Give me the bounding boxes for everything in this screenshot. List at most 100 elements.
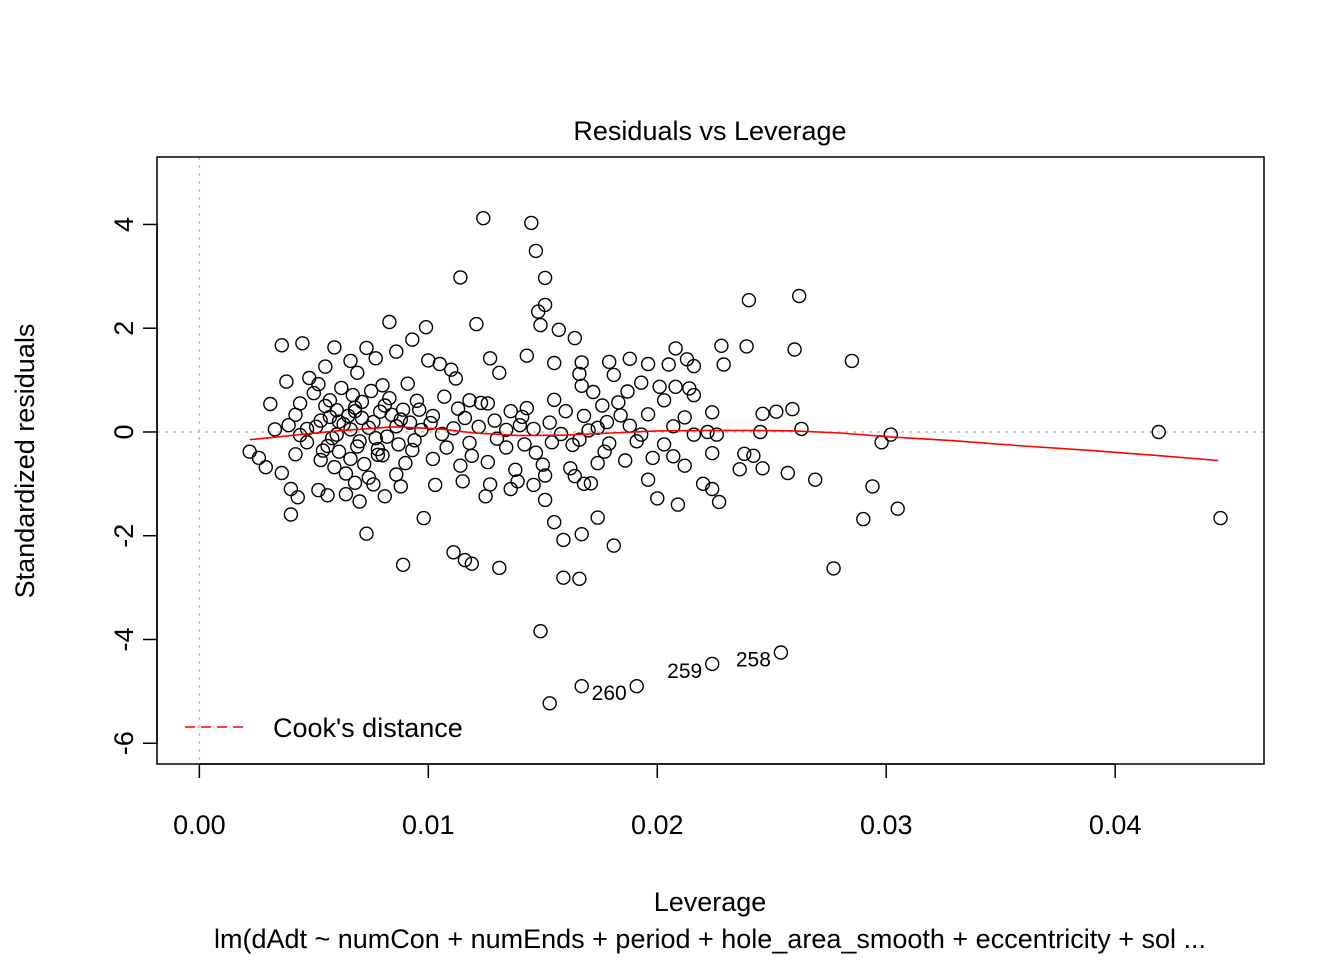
data-point: [714, 338, 729, 353]
data-point: [746, 448, 761, 463]
data-point: [890, 501, 905, 516]
data-point: [572, 571, 587, 586]
data-point: [792, 288, 807, 304]
data-point: [375, 378, 390, 393]
data-point: [613, 408, 628, 423]
data-point: [462, 393, 477, 408]
data-point: [634, 375, 649, 390]
data-point: [531, 304, 546, 319]
outlier-label-259: 259: [667, 660, 702, 683]
data-point: [597, 444, 612, 459]
data-point: [395, 402, 411, 417]
data-point: [677, 458, 692, 473]
data-point: [281, 418, 296, 433]
data-point: [737, 446, 752, 461]
data-point: [359, 526, 374, 541]
data-point: [515, 409, 530, 425]
y-tick-label: 2: [109, 321, 139, 336]
y-axis-label: Standardized residuals: [10, 324, 40, 599]
data-point: [350, 365, 365, 380]
outlier-labels: 258 259 260: [592, 649, 771, 706]
data-point: [377, 489, 392, 504]
data-point: [711, 494, 727, 510]
data-point: [439, 440, 454, 455]
data-point: [602, 436, 617, 451]
data-point: [375, 448, 390, 463]
data-point: [640, 356, 656, 372]
data-point: [537, 270, 553, 286]
data-point: [645, 450, 660, 466]
data-point: [620, 384, 635, 399]
data-point: [327, 460, 342, 475]
data-point: [464, 556, 479, 571]
data-point: [347, 404, 363, 419]
data-point: [650, 491, 665, 506]
data-point: [450, 401, 466, 416]
data-point: [556, 532, 571, 548]
data-point: [705, 405, 720, 420]
data-point: [423, 415, 438, 431]
data-point: [352, 494, 367, 509]
data-point: [634, 427, 649, 442]
data-point: [670, 497, 686, 512]
outlier-label-260: 260: [592, 682, 627, 705]
y-tick-label: 4: [109, 217, 139, 232]
y-tick-label: -2: [109, 524, 139, 548]
data-point: [499, 440, 514, 455]
data-point: [343, 451, 358, 467]
data-point: [542, 696, 557, 711]
x-tick-label: 0.01: [402, 810, 455, 840]
data-point: [434, 426, 450, 442]
data-point: [416, 510, 431, 526]
data-point: [455, 474, 470, 489]
data-point: [602, 354, 617, 370]
data-point: [402, 415, 418, 430]
data-point: [418, 320, 434, 335]
data-point: [476, 210, 491, 226]
data-point: [640, 472, 656, 487]
data-point: [668, 379, 683, 394]
data-point: [794, 421, 809, 437]
data-point: [274, 338, 289, 353]
data-point: [425, 408, 441, 424]
data-point: [595, 398, 610, 413]
data-point: [343, 353, 358, 369]
data-point: [705, 656, 720, 672]
data-point: [769, 404, 784, 419]
data-point: [551, 322, 566, 337]
y-tick-label: -4: [109, 627, 139, 651]
data-point: [274, 465, 289, 481]
data-point: [453, 458, 468, 473]
data-point: [480, 454, 495, 470]
data-point: [709, 427, 724, 442]
data-point: [258, 460, 273, 475]
data-point: [622, 351, 637, 366]
data-point: [558, 404, 573, 419]
legend: Cook's distance: [185, 713, 463, 743]
data-point: [686, 358, 702, 374]
data-point: [370, 447, 386, 462]
data-point: [313, 452, 328, 468]
x-tick-label: 0.03: [860, 810, 913, 840]
data-point: [606, 367, 621, 383]
data-point: [446, 421, 461, 436]
data-point: [517, 437, 532, 452]
x-tick-label: 0.00: [173, 810, 226, 840]
data-point: [640, 407, 656, 422]
data-point: [581, 423, 596, 438]
data-point: [327, 340, 342, 355]
data-point: [350, 439, 365, 454]
data-point: [666, 449, 681, 464]
data-point: [373, 404, 388, 419]
data-point: [526, 477, 541, 493]
x-tick-label: 0.04: [1089, 810, 1142, 840]
data-point: [288, 407, 303, 422]
data-point: [535, 457, 550, 472]
data-point: [320, 438, 335, 454]
data-point: [432, 356, 447, 372]
data-point: [576, 408, 592, 424]
x-axis: 0.00 0.01 0.02 0.03 0.04: [173, 763, 1142, 840]
legend-cooks-distance-label: Cook's distance: [273, 713, 463, 743]
data-point: [338, 466, 354, 481]
